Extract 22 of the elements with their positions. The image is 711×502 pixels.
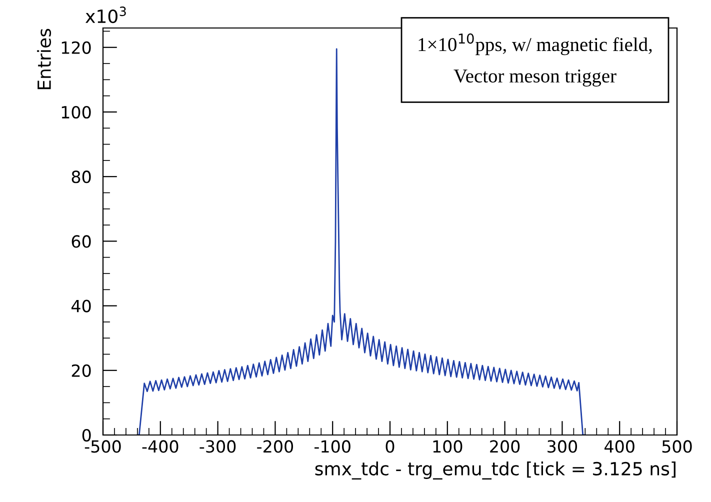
y-tick-label: 100 bbox=[62, 106, 91, 119]
annotation: 1×10$^{10}$pps, w/ magnetic field, Vector meson trigger bbox=[418, 33, 652, 87]
x-tick-label: -100 bbox=[314, 440, 350, 453]
y-tick-label: 80 bbox=[72, 170, 91, 184]
x-tick-label: 0 bbox=[386, 440, 394, 453]
y-tick-label: 0 bbox=[82, 428, 91, 442]
x-tick-label: 200 bbox=[490, 440, 520, 453]
x-tick-label: 100 bbox=[433, 440, 462, 453]
x-tick-label: 400 bbox=[604, 440, 634, 453]
y-tick-label: 40 bbox=[71, 300, 91, 312]
y-axis-title: Entries bbox=[37, 28, 52, 90]
x-tick-label: 500 bbox=[662, 440, 692, 453]
x-axis-title: smx_tdc - trg_emu_tdc [tick = 3.125 ns] bbox=[315, 462, 676, 480]
y-tick-label: 20 bbox=[72, 364, 91, 377]
y-tick-label: 60 bbox=[72, 235, 91, 248]
y-tick-label: 120 bbox=[62, 41, 91, 54]
text: x10$^{3}$ bbox=[86, 6, 126, 24]
x-tick-label: -200 bbox=[257, 440, 294, 453]
x-tick-label: 300 bbox=[548, 440, 577, 453]
x-tick-label: -300 bbox=[200, 440, 236, 453]
x-tick-label: -400 bbox=[142, 440, 178, 453]
x-tick-label: -500 bbox=[84, 440, 121, 453]
